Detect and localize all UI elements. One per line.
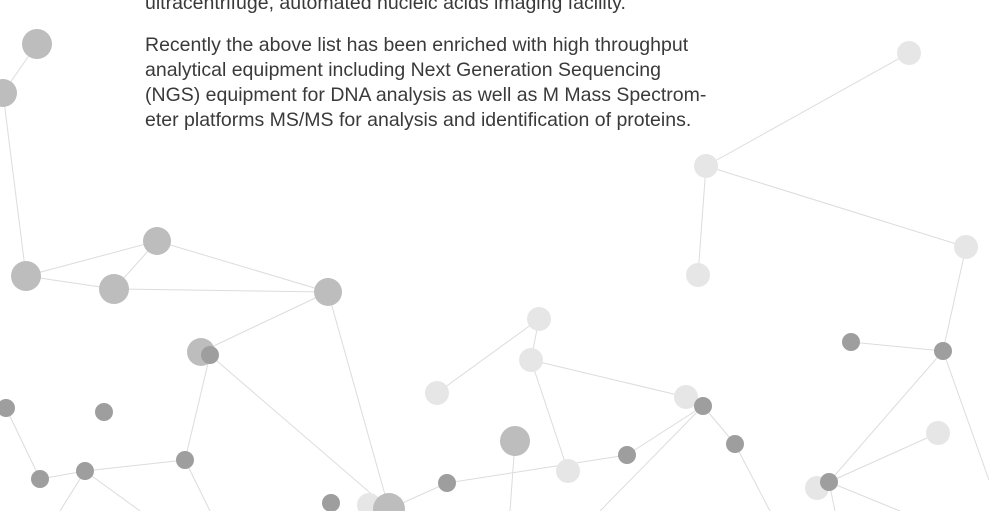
text-line: Recently the above list has been enriche… <box>145 33 688 58</box>
text-line: ultracentrifuge, automated nucleic acids… <box>145 0 626 16</box>
text-line: analytical equipment including Next Gene… <box>145 58 661 83</box>
page: {"previous_paragraph": {"lines": ["ultra… <box>0 0 989 511</box>
text-line: eter platforms MS/MS for analysis and id… <box>145 108 691 133</box>
text-line: (NGS) equipment for DNA analysis as well… <box>145 83 706 108</box>
